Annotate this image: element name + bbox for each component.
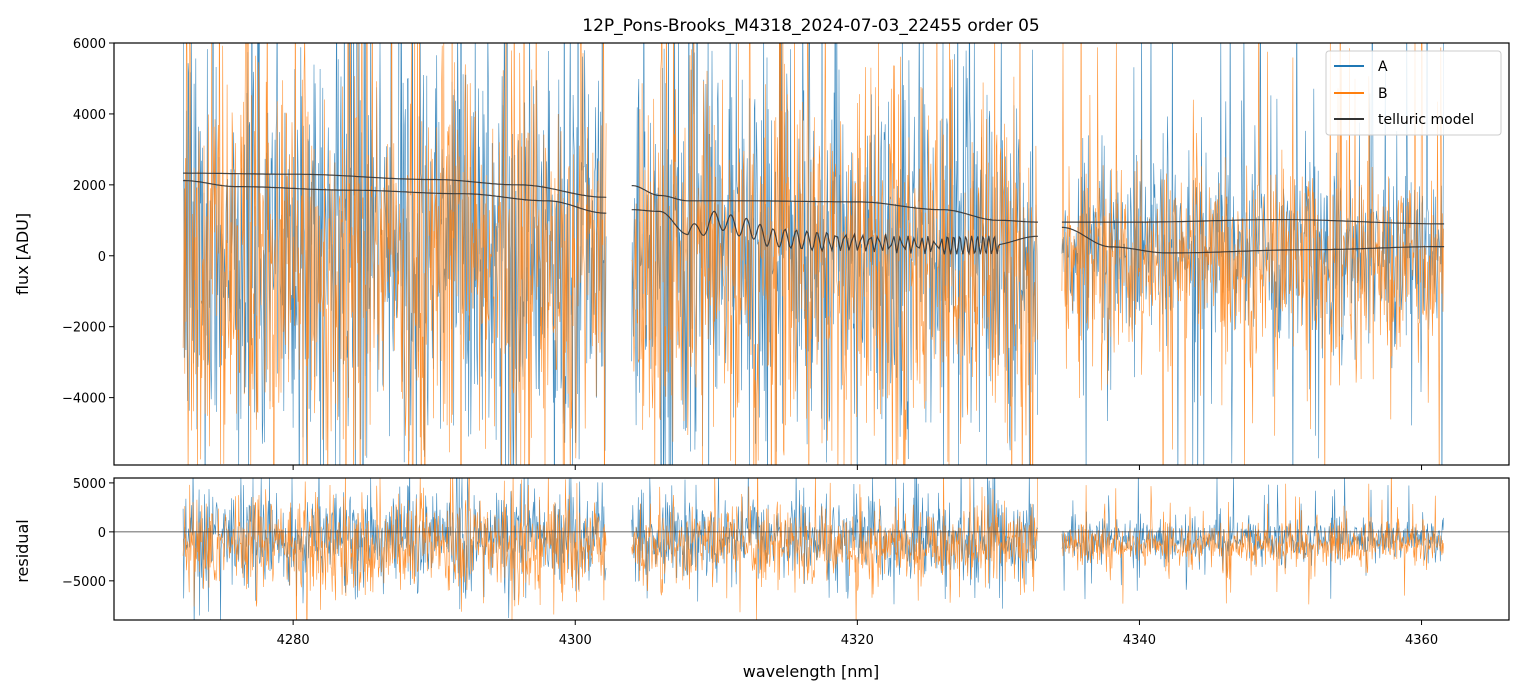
top-y-tick-label-0: −4000 bbox=[62, 392, 106, 407]
top-y-tick-label-4: 4000 bbox=[73, 108, 106, 123]
top-panel: −4000 −2000 0 2000 4000 6000 flux [ADU] A B t… bbox=[13, 37, 1510, 470]
top-y-tick-label-5: 6000 bbox=[73, 37, 106, 52]
bottom-y-tick-label-2: 5000 bbox=[73, 477, 106, 492]
x-axis-label: wavelength [nm] bbox=[743, 662, 880, 681]
chart-title: 12P_Pons-Brooks_M4318_2024-07-03_22455 o… bbox=[582, 16, 1039, 36]
bottom-axes-frame bbox=[113, 477, 1510, 621]
residual-a-segment-2 bbox=[1061, 478, 1444, 600]
telluric-model-line-5 bbox=[1061, 226, 1445, 254]
telluric-model-line-4 bbox=[1061, 219, 1445, 225]
legend-label-b: B bbox=[1378, 86, 1388, 102]
bottom-x-ticks: 4280 4300 4320 4340 4360 bbox=[277, 620, 1438, 648]
bottom-panel: −5000 0 5000 4280 4300 4320 4340 4360 residual… bbox=[13, 477, 1510, 681]
top-x-ticks bbox=[292, 465, 1423, 470]
telluric-model-line-2 bbox=[631, 185, 1038, 223]
top-y-ticks: −4000 −2000 0 2000 4000 6000 bbox=[62, 37, 114, 407]
bottom-y-axis-label: residual bbox=[13, 519, 32, 582]
top-plot-area bbox=[182, 43, 1445, 465]
bottom-x-tick-label-1: 4300 bbox=[559, 633, 592, 648]
bottom-x-tick-label-3: 4340 bbox=[1123, 633, 1156, 648]
top-y-tick-label-3: 2000 bbox=[73, 179, 106, 194]
top-y-axis-label: flux [ADU] bbox=[13, 213, 32, 295]
series-b-segment-0 bbox=[182, 43, 607, 465]
legend-label-telluric: telluric model bbox=[1378, 112, 1474, 128]
bottom-y-ticks: −5000 0 5000 bbox=[62, 477, 114, 590]
residual-a-segment-0 bbox=[182, 478, 607, 620]
telluric-model-line-3 bbox=[631, 209, 1038, 256]
residual-b-segment-0 bbox=[182, 478, 607, 620]
top-y-tick-label-1: −2000 bbox=[62, 321, 106, 336]
top-y-tick-label-2: 0 bbox=[98, 250, 106, 265]
bottom-y-tick-label-1: 0 bbox=[98, 526, 106, 541]
legend-box bbox=[1325, 50, 1502, 136]
bottom-x-tick-label-2: 4320 bbox=[841, 633, 874, 648]
bottom-x-tick-label-0: 4280 bbox=[277, 633, 310, 648]
series-b-segment-1 bbox=[631, 43, 1038, 465]
residual-b-segment-1 bbox=[631, 478, 1038, 620]
top-axes-frame bbox=[113, 42, 1510, 466]
residual-b-segment-2 bbox=[1061, 478, 1444, 605]
bottom-plot-area bbox=[114, 478, 1509, 620]
telluric-model-line-1 bbox=[183, 180, 607, 214]
series-b-segment-2 bbox=[1061, 43, 1444, 465]
legend-label-a: A bbox=[1378, 59, 1388, 75]
bottom-y-tick-label-0: −5000 bbox=[62, 575, 106, 590]
bottom-x-tick-label-4: 4360 bbox=[1405, 633, 1438, 648]
telluric-model-line-0 bbox=[183, 172, 607, 198]
legend: A B telluric model bbox=[1325, 50, 1502, 136]
